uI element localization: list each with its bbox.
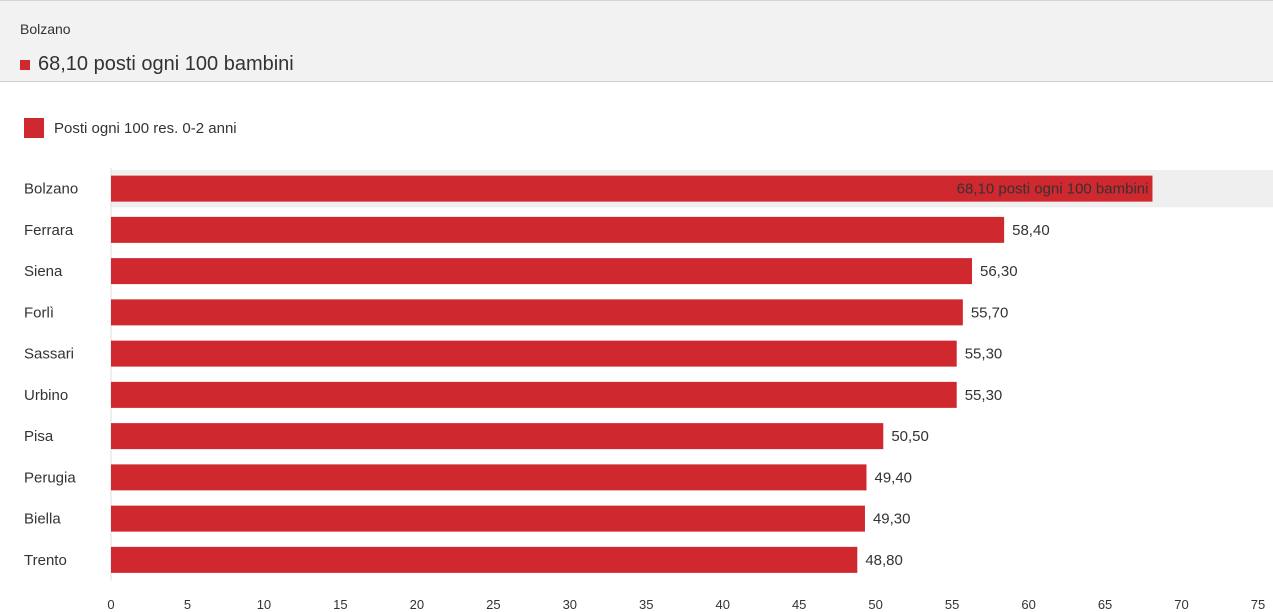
x-tick-label: 65 <box>1098 597 1112 612</box>
tooltip-panel: Bolzano 68,10 posti ogni 100 bambini <box>0 0 1273 82</box>
bar <box>111 546 858 573</box>
value-label: 55,30 <box>965 387 1003 404</box>
bar <box>111 299 963 326</box>
bar <box>111 423 884 450</box>
x-tick-label: 35 <box>639 597 653 612</box>
bar <box>111 340 957 367</box>
bar <box>111 175 1153 202</box>
bar <box>111 258 973 285</box>
value-label: 55,70 <box>971 304 1009 321</box>
tooltip-value: 68,10 posti ogni 100 bambini <box>38 53 294 75</box>
category-label: Urbino <box>24 387 68 404</box>
legend[interactable]: Posti ogni 100 res. 0-2 anni <box>24 118 237 138</box>
x-tick-label: 30 <box>563 597 577 612</box>
tooltip-title: Bolzano <box>20 21 71 37</box>
bar <box>111 381 957 408</box>
x-tick-label: 55 <box>945 597 959 612</box>
value-label: 48,80 <box>865 552 903 569</box>
category-label: Forlì <box>24 304 54 321</box>
x-tick-label: 45 <box>792 597 806 612</box>
category-label: Sassari <box>24 346 74 363</box>
x-tick-label: 60 <box>1021 597 1035 612</box>
category-label: Ferrara <box>24 222 74 239</box>
x-tick-label: 0 <box>107 597 114 612</box>
value-label: 49,40 <box>874 469 912 486</box>
x-tick-label: 75 <box>1251 597 1265 612</box>
bar <box>111 505 865 532</box>
x-tick-label: 5 <box>184 597 191 612</box>
value-label: 49,30 <box>873 511 911 528</box>
value-label: 56,30 <box>980 263 1018 280</box>
value-label: 58,40 <box>1012 222 1050 239</box>
legend-swatch <box>24 118 44 138</box>
bar <box>111 216 1005 243</box>
x-tick-label: 25 <box>486 597 500 612</box>
category-label: Trento <box>24 552 67 569</box>
x-tick-label: 15 <box>333 597 347 612</box>
x-tick-label: 50 <box>868 597 882 612</box>
category-label: Pisa <box>24 428 54 445</box>
x-tick-label: 40 <box>715 597 729 612</box>
value-label: 68,10 posti ogni 100 bambini <box>957 181 1149 198</box>
x-tick-label: 70 <box>1174 597 1188 612</box>
x-tick-label: 20 <box>410 597 424 612</box>
tooltip-series-swatch <box>20 59 30 70</box>
value-label: 50,50 <box>891 428 929 445</box>
x-tick-label: 10 <box>257 597 271 612</box>
bar <box>111 464 867 491</box>
category-label: Perugia <box>24 469 76 486</box>
category-label: Biella <box>24 511 61 528</box>
tooltip-row: 68,10 posti ogni 100 bambini <box>20 53 294 76</box>
legend-label: Posti ogni 100 res. 0-2 anni <box>54 119 237 137</box>
value-label: 55,30 <box>965 346 1003 363</box>
category-label: Siena <box>24 263 63 280</box>
category-label: Bolzano <box>24 181 78 198</box>
